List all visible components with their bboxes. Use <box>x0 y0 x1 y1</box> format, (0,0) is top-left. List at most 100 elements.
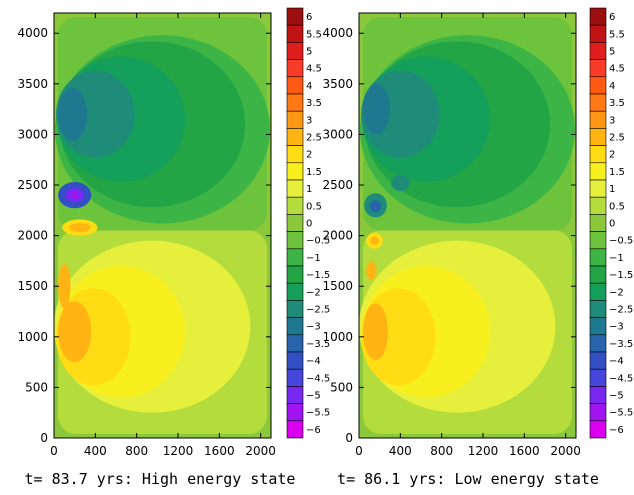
colorbar-left: 6 5.5 5 4.5 4 3.5 3 2.5 2 1.5 1 0.5 0 −0.5 −1 −1.5 −2 −2.… <box>286 7 330 439</box>
colorbar-label: −4 <box>609 356 624 367</box>
colorbar-swatch <box>589 128 607 146</box>
contour-band <box>70 191 79 199</box>
y-tick-label: 500 <box>330 380 353 394</box>
colorbar-label: −2 <box>609 287 624 298</box>
x-tick-label: 2000 <box>245 444 276 458</box>
colorbar-label: −2 <box>306 287 321 298</box>
colorbar-swatch <box>589 214 607 232</box>
colorbar-label: 5 <box>609 47 615 58</box>
colorbar-swatch <box>286 24 304 43</box>
y-tick-label: 1500 <box>322 279 353 293</box>
colorbar-label: −5.5 <box>306 408 330 419</box>
x-tick-label: 1200 <box>468 444 499 458</box>
colorbar-label: 1 <box>609 184 615 195</box>
colorbar-swatch <box>286 334 304 353</box>
y-tick-label: 2500 <box>17 178 48 192</box>
colorbar-label: −1.5 <box>609 270 633 281</box>
colorbar-label: −3 <box>609 322 624 333</box>
colorbar-swatch <box>589 162 607 181</box>
colorbar-swatch <box>286 93 304 112</box>
colorbar-swatch <box>286 386 304 404</box>
colorbar-label: −5 <box>306 391 321 402</box>
caption-high-energy: t= 83.7 yrs: High energy state <box>25 470 296 488</box>
colorbar-swatch <box>589 7 607 26</box>
colorbar-label: −5 <box>609 391 624 402</box>
colorbar-label: −4.5 <box>306 373 330 384</box>
colorbar-label: 6 <box>609 12 615 23</box>
colorbar-swatch <box>589 76 607 95</box>
colorbar-label: −1 <box>609 253 624 264</box>
colorbar-swatch <box>286 196 304 215</box>
x-tick-label: 400 <box>84 444 107 458</box>
colorbar-label: −1.5 <box>306 270 330 281</box>
colorbar-label: 2 <box>306 150 312 161</box>
colorbar-swatch <box>589 317 607 336</box>
colorbar-swatch <box>589 403 607 422</box>
colorbar-swatch <box>589 351 607 370</box>
colorbar-label: −6 <box>306 425 321 436</box>
colorbar-swatch <box>589 110 607 129</box>
colorbar-label: 0 <box>609 219 615 230</box>
colorbar-label: 0.5 <box>609 201 625 212</box>
colorbar-swatch <box>286 214 304 232</box>
y-tick-label: 3500 <box>17 77 48 91</box>
colorbar-swatch <box>286 248 304 267</box>
contour-band <box>69 222 91 233</box>
colorbar-swatch <box>286 420 304 439</box>
colorbar-swatch <box>589 42 607 60</box>
x-tick-label: 800 <box>430 444 453 458</box>
y-tick-label: 500 <box>25 380 48 394</box>
colorbar-label: −3.5 <box>306 339 330 350</box>
y-tick-label: 0 <box>345 431 353 445</box>
colorbar-swatch <box>286 42 304 60</box>
colorbar-swatch <box>589 334 607 353</box>
colorbar-label: 3.5 <box>306 98 322 109</box>
colorbar-right: 6 5.5 5 4.5 4 3.5 3 2.5 2 1.5 1 0.5 0 −0.5 −1 −1.5 −2 −2.… <box>589 7 633 439</box>
colorbar-label: 3 <box>609 115 615 126</box>
colorbar-swatch <box>286 76 304 95</box>
colorbar-label: 2.5 <box>609 133 625 144</box>
y-tick-label: 0 <box>40 431 48 445</box>
colorbar-label: −1 <box>306 253 321 264</box>
x-tick-label: 0 <box>50 444 58 458</box>
colorbar-label: −3 <box>306 322 321 333</box>
colorbar-label: 1.5 <box>306 167 322 178</box>
contour-band <box>366 261 377 281</box>
y-tick-label: 1000 <box>17 330 48 344</box>
colorbar-label: 4.5 <box>306 64 322 75</box>
colorbar-label: 0 <box>306 219 312 230</box>
contour-band <box>369 200 382 213</box>
x-tick-label: 400 <box>389 444 412 458</box>
colorbar-label: 2.5 <box>306 133 322 144</box>
colorbar-label: 1.5 <box>609 167 625 178</box>
y-tick-label: 1500 <box>17 279 48 293</box>
colorbar-label: 4 <box>306 81 312 92</box>
x-tick-label: 1200 <box>163 444 194 458</box>
colorbar-label: 3.5 <box>609 98 625 109</box>
colorbar-swatch <box>589 420 607 439</box>
colorbar-swatch <box>589 145 607 164</box>
colorbar-swatch <box>286 59 304 78</box>
colorbar-label: −5.5 <box>609 408 633 419</box>
colorbar-swatch <box>286 179 304 198</box>
colorbar-swatch <box>589 196 607 215</box>
colorbar-swatch <box>589 248 607 267</box>
colorbar-swatch <box>286 317 304 336</box>
colorbar-swatch <box>286 351 304 370</box>
y-tick-label: 1000 <box>322 330 353 344</box>
colorbar-label: −4 <box>306 356 321 367</box>
colorbar-swatch <box>286 7 304 26</box>
colorbar-swatch <box>286 145 304 164</box>
colorbar-swatch <box>286 162 304 181</box>
colorbar-label: 5.5 <box>609 29 625 40</box>
colorbar-label: 3 <box>306 115 312 126</box>
colorbar-swatch <box>589 368 607 387</box>
y-tick-label: 4000 <box>322 26 353 40</box>
y-tick-label: 3000 <box>322 127 353 141</box>
x-tick-label: 2000 <box>550 444 581 458</box>
colorbar-swatch <box>286 300 304 318</box>
x-tick-label: 0 <box>355 444 363 458</box>
colorbar-label: 2 <box>609 150 615 161</box>
contour-band <box>363 303 388 361</box>
colorbar-swatch <box>589 282 607 301</box>
